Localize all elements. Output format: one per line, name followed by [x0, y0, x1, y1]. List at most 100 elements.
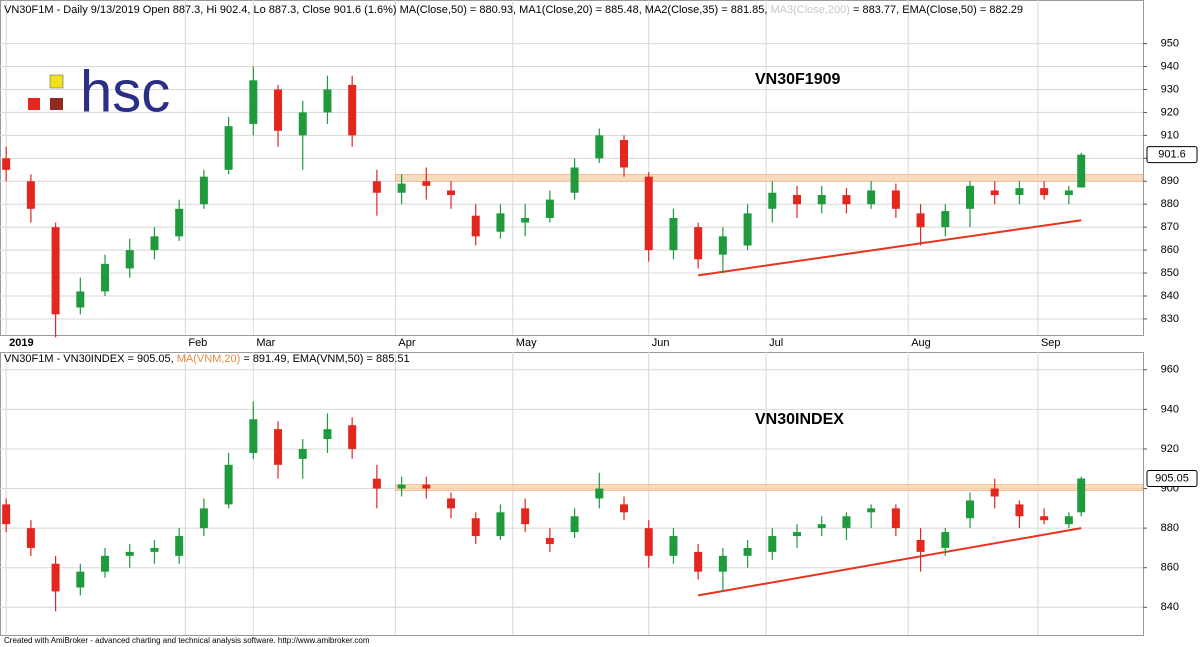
panel-frame — [0, 352, 1144, 636]
candle-body — [323, 429, 332, 440]
candle-body — [199, 176, 208, 205]
candle-body — [2, 158, 11, 170]
y-tick-label: 930 — [1161, 83, 1179, 95]
candle-body — [422, 484, 431, 489]
price-box — [1146, 470, 1198, 488]
price-label: 901.6 — [1158, 149, 1186, 161]
candle-body — [570, 516, 579, 533]
y-tick-label: 830 — [1161, 313, 1179, 325]
resistance-band — [395, 484, 1144, 491]
header-part: MA(VNM,20) — [177, 353, 241, 365]
candle-body — [372, 181, 381, 193]
candle-body — [51, 227, 60, 315]
candle-body — [1077, 478, 1086, 513]
candle-body — [842, 195, 851, 205]
candle-body — [447, 190, 456, 196]
y-tick-label: 840 — [1161, 601, 1179, 613]
candle-body — [891, 190, 900, 209]
candle-body — [397, 484, 406, 489]
candle-body — [768, 192, 777, 209]
candle-body — [372, 478, 381, 489]
candle-body — [496, 213, 505, 232]
candle-body — [26, 181, 35, 209]
x-tick-label: Apr — [398, 337, 415, 349]
trendline — [697, 527, 1082, 597]
y-tick-label: 960 — [1161, 364, 1179, 376]
candle-body — [793, 532, 802, 537]
candle-body — [916, 213, 925, 228]
y-tick-label: 880 — [1161, 198, 1179, 210]
logo-square — [49, 74, 64, 89]
candle-body — [990, 190, 999, 196]
candle-body — [348, 425, 357, 449]
y-tick-label: 860 — [1161, 562, 1179, 574]
candle-body — [669, 217, 678, 251]
candle-body — [298, 112, 307, 136]
x-tick-label: May — [516, 337, 537, 349]
candle-body — [1077, 154, 1086, 188]
candle-body — [644, 528, 653, 556]
y-tick-label: 940 — [1161, 60, 1179, 72]
y-tick-label: 950 — [1161, 38, 1179, 50]
candle-body — [76, 571, 85, 588]
y-tick-label: 860 — [1161, 244, 1179, 256]
panel-header: VN30F1M - VN30INDEX = 905.05, MA(VNM,20)… — [4, 353, 410, 365]
candle-body — [26, 528, 35, 548]
candle-body — [867, 508, 876, 513]
logo-square — [28, 98, 40, 110]
candle-body — [150, 236, 159, 251]
candle-body — [817, 524, 826, 529]
candle-body — [249, 80, 258, 124]
candle-body — [521, 508, 530, 525]
candle-body — [595, 135, 604, 159]
candle-body — [620, 139, 629, 168]
candle-body — [595, 488, 604, 499]
candle-body — [125, 250, 134, 269]
candle-body — [175, 208, 184, 237]
candle-body — [2, 504, 11, 525]
candle-body — [1015, 188, 1024, 196]
candle-body — [298, 448, 307, 459]
logo-text: hsc — [80, 59, 170, 124]
price-label: 905.05 — [1155, 472, 1189, 484]
y-tick-label: 940 — [1161, 403, 1179, 415]
x-tick-label: Feb — [188, 337, 207, 349]
candle-body — [101, 555, 110, 572]
candle-body — [422, 181, 431, 186]
x-tick-label: Mar — [256, 337, 275, 349]
candle-body — [76, 291, 85, 308]
candle-body — [224, 464, 233, 505]
candle-body — [471, 215, 480, 237]
candle-body — [51, 563, 60, 592]
price-box — [1146, 146, 1198, 164]
candle-body — [644, 176, 653, 251]
y-tick-label: 840 — [1161, 290, 1179, 302]
candle-body — [1040, 516, 1049, 521]
header-part: = 883.77, EMA(Close,50) = 882.29 — [850, 4, 1023, 16]
candle-body — [966, 500, 975, 519]
header-part: = 891.49, EMA(VNM,50) = 885.51 — [240, 353, 409, 365]
candle-body — [323, 89, 332, 113]
candle-body — [1064, 190, 1073, 196]
y-tick-label: 920 — [1161, 106, 1179, 118]
candle-body — [941, 532, 950, 548]
candle-body — [348, 84, 357, 136]
candle-body — [694, 227, 703, 260]
candle-body — [817, 195, 826, 205]
y-tick-label: 910 — [1161, 129, 1179, 141]
header-part: MA3(Close,200) — [770, 4, 849, 16]
candle-body — [101, 263, 110, 292]
candle-body — [891, 508, 900, 529]
candle-body — [768, 536, 777, 552]
candle-body — [718, 555, 727, 572]
x-tick-label: 2019 — [9, 337, 33, 349]
instrument-label: VN30F1909 — [755, 71, 840, 88]
candle-body — [496, 512, 505, 537]
candle-body — [842, 516, 851, 529]
x-tick-label: Jun — [652, 337, 670, 349]
candle-body — [249, 419, 258, 453]
y-tick-label: 870 — [1161, 221, 1179, 233]
panel-header: VN30F1M - Daily 9/13/2019 Open 887.3, Hi… — [4, 4, 1023, 16]
candle-body — [916, 540, 925, 552]
